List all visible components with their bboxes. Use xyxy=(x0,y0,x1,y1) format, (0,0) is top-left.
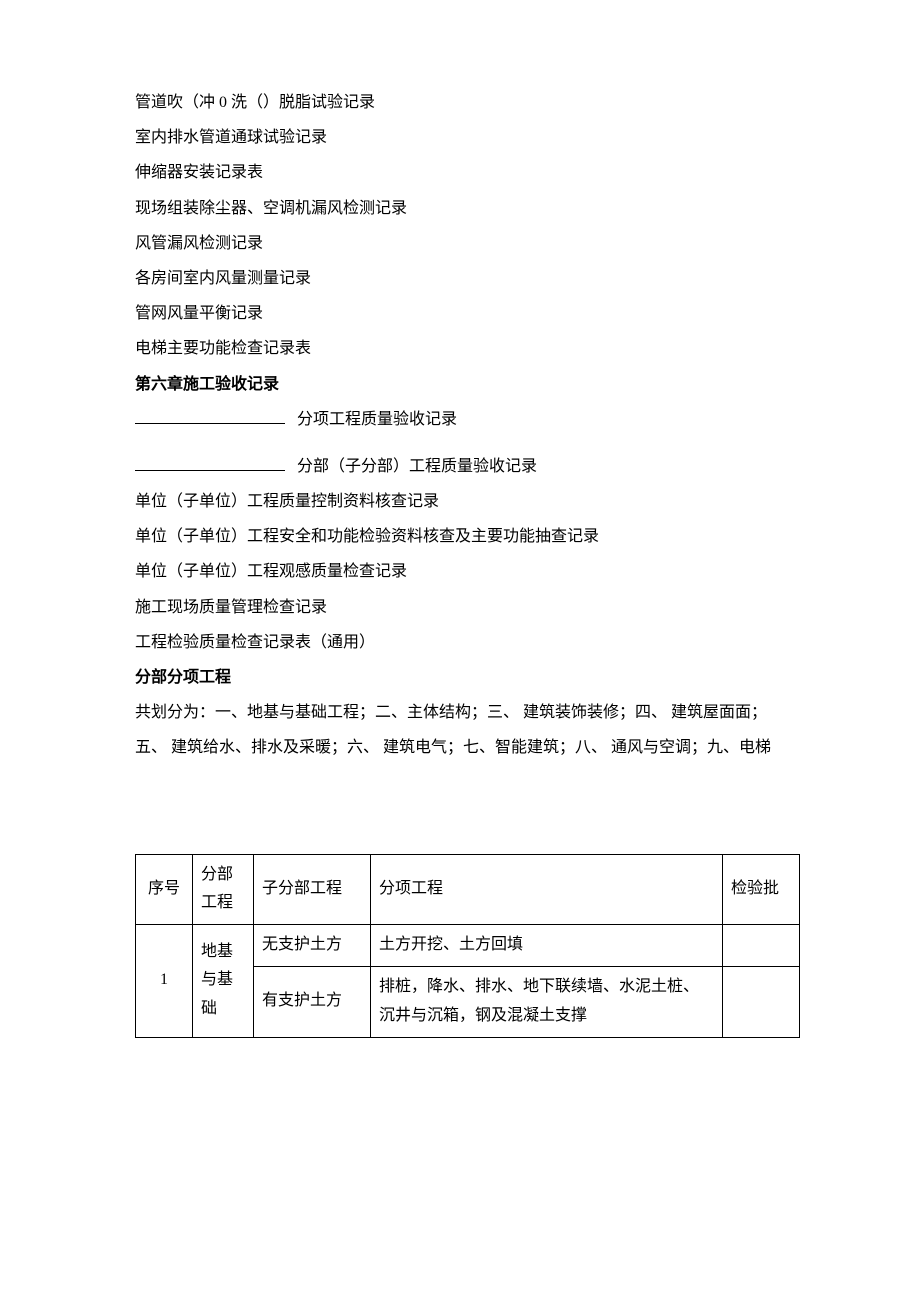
blank-line-2: 分部（子分部）工程质量验收记录 xyxy=(135,449,800,484)
record-line: 施工现场质量管理检查记录 xyxy=(135,590,800,625)
td-check xyxy=(723,966,800,1037)
record-line: 各房间室内风量测量记录 xyxy=(135,261,800,296)
th-item: 分项工程 xyxy=(371,854,723,925)
th-sub: 子分部工程 xyxy=(254,854,371,925)
blank-label: 分部（子分部）工程质量验收记录 xyxy=(297,449,537,484)
td-sub: 有支护土方 xyxy=(254,966,371,1037)
record-line: 伸缩器安装记录表 xyxy=(135,155,800,190)
blank-field xyxy=(135,407,285,424)
td-item: 排桩，降水、排水、地下联续墙、水泥土桩、沉井与沉箱，钢及混凝土支撑 xyxy=(371,966,723,1037)
td-item: 土方开挖、土方回填 xyxy=(371,925,723,967)
th-fenbu: 分部工程 xyxy=(193,854,254,925)
paragraph: 五、 建筑给水、排水及采暖；六、 建筑电气；七、智能建筑；八、 通风与空调；九、… xyxy=(135,730,800,765)
record-line: 单位（子单位）工程安全和功能检验资料核查及主要功能抽查记录 xyxy=(135,519,800,554)
th-check: 检验批 xyxy=(723,854,800,925)
table-header-row: 序号 分部工程 子分部工程 分项工程 检验批 xyxy=(136,854,800,925)
blank-line-1: 分项工程质量验收记录 xyxy=(135,402,800,437)
td-fenbu: 地基与基础 xyxy=(193,925,254,1037)
td-check xyxy=(723,925,800,967)
td-seq: 1 xyxy=(136,925,193,1037)
table-row: 1 地基与基础 无支护土方 土方开挖、土方回填 xyxy=(136,925,800,967)
record-line: 工程检验质量检查记录表（通用） xyxy=(135,625,800,660)
record-line: 风管漏风检测记录 xyxy=(135,226,800,261)
blank-label: 分项工程质量验收记录 xyxy=(297,402,457,437)
record-line: 室内排水管道通球试验记录 xyxy=(135,120,800,155)
record-line: 现场组装除尘器、空调机漏风检测记录 xyxy=(135,191,800,226)
record-line: 管网风量平衡记录 xyxy=(135,296,800,331)
division-table: 序号 分部工程 子分部工程 分项工程 检验批 1 地基与基础 无支护土方 土方开… xyxy=(135,854,800,1038)
chapter-6-heading: 第六章施工验收记录 xyxy=(135,367,800,402)
record-line: 管道吹（冲 0 洗（）脱脂试验记录 xyxy=(135,85,800,120)
th-seq: 序号 xyxy=(136,854,193,925)
td-sub: 无支护土方 xyxy=(254,925,371,967)
record-line: 单位（子单位）工程观感质量检查记录 xyxy=(135,554,800,589)
blank-field xyxy=(135,454,285,471)
section-heading: 分部分项工程 xyxy=(135,660,800,695)
record-line: 单位（子单位）工程质量控制资料核查记录 xyxy=(135,484,800,519)
record-line: 电梯主要功能检查记录表 xyxy=(135,331,800,366)
paragraph: 共划分为：一、地基与基础工程；二、主体结构；三、 建筑装饰装修；四、 建筑屋面面… xyxy=(135,695,800,730)
